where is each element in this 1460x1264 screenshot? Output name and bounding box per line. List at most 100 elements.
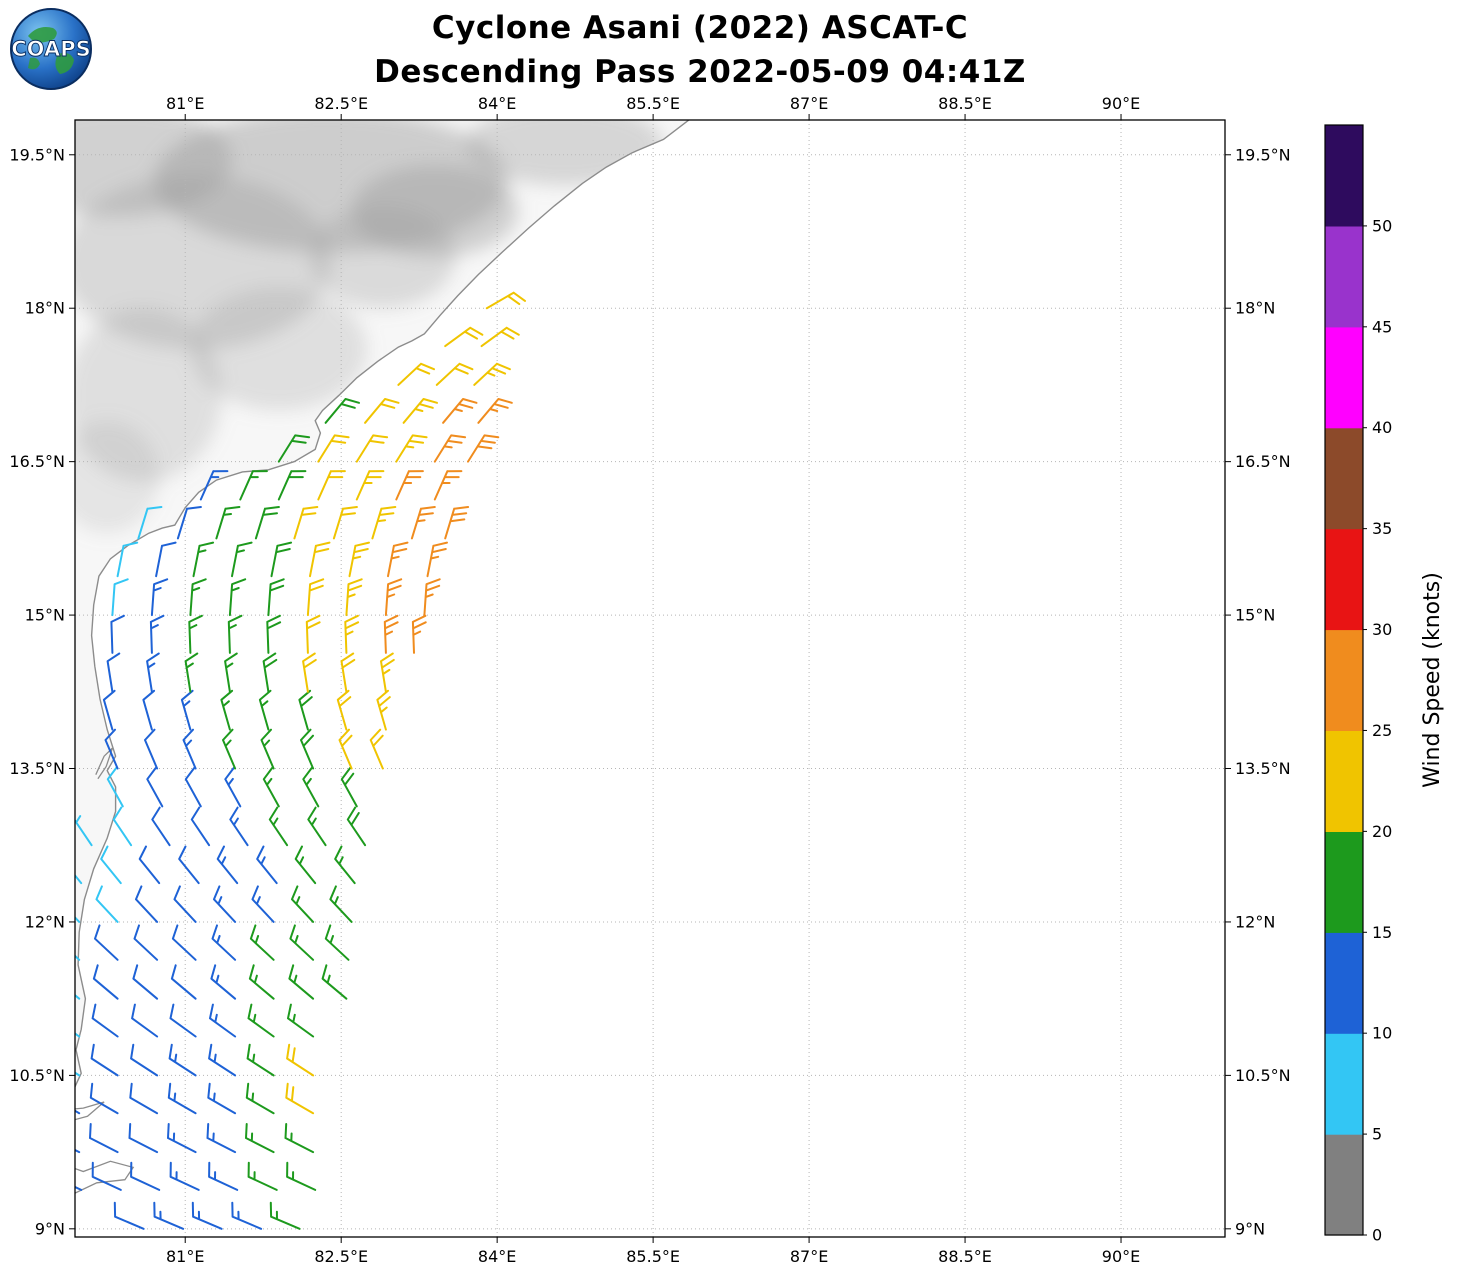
axes: 81°E 81°E 82.5°E 82.5°E 84°E 84°E 85.5°E 85.5°E… <box>9 94 1290 1264</box>
x-tick-label-bottom: 85.5°E <box>626 1247 680 1264</box>
wind-barb <box>369 728 384 770</box>
wind-barb <box>286 1043 315 1077</box>
y-tick-label-right: 13.5°N <box>1235 759 1291 778</box>
wind-barb <box>426 541 448 578</box>
wind-barb <box>180 689 194 731</box>
wind-barb <box>254 506 280 540</box>
x-tick-label-bottom: 82.5°E <box>314 1247 368 1264</box>
wind-barb <box>433 434 467 463</box>
wind-barb <box>192 541 215 578</box>
wind-barb <box>206 1123 237 1154</box>
x-tick-label-top: 87°E <box>790 94 828 113</box>
wind-barb <box>329 885 353 923</box>
y-tick-label-right: 18°N <box>1235 299 1275 318</box>
wind-barb <box>104 728 119 770</box>
wind-barb <box>75 1185 83 1191</box>
wind-barb <box>302 767 320 808</box>
wind-barb <box>309 541 331 578</box>
x-tick-label-top: 90°E <box>1102 94 1140 113</box>
wind-barb <box>229 806 249 847</box>
wind-barb <box>75 915 81 923</box>
coastline <box>75 120 690 1089</box>
wind-barb <box>340 652 356 693</box>
wind-barb <box>211 924 237 961</box>
wind-barb <box>317 434 350 463</box>
wind-barb <box>130 1043 159 1077</box>
wind-barb <box>380 652 395 693</box>
y-tick-label-left: 13.5°N <box>9 759 65 778</box>
chart-title: Cyclone Asani (2022) ASCAT-C <box>431 10 969 46</box>
wind-barb <box>258 689 272 731</box>
wind-barb <box>395 434 428 463</box>
wind-barb <box>224 652 238 693</box>
wind-barb <box>247 1161 278 1191</box>
wind-barb <box>284 1123 315 1154</box>
wind-barb <box>285 1082 315 1115</box>
x-tick-label-top: 85.5°E <box>626 94 680 113</box>
wind-barb <box>168 1043 197 1077</box>
wind-barbs <box>75 291 526 1230</box>
wind-barb <box>286 1161 317 1191</box>
wind-barb <box>128 1123 159 1154</box>
y-tick-label-left: 12°N <box>25 912 65 931</box>
wind-barb <box>142 689 156 731</box>
wind-barb <box>306 578 325 617</box>
wind-barb <box>262 767 280 808</box>
colorbar-tick-label: 35 <box>1372 519 1392 538</box>
wind-barb <box>355 470 385 501</box>
wind-barb <box>364 398 400 424</box>
wind-barb <box>208 1161 239 1191</box>
wind-barb <box>133 924 159 961</box>
wind-barb <box>345 578 363 617</box>
globe-continent-shape <box>28 27 57 43</box>
wind-barb <box>293 506 319 540</box>
wind-barb <box>95 885 119 923</box>
wind-barb <box>169 1161 200 1191</box>
colorbar-segment <box>1325 932 1363 1034</box>
wind-barb <box>208 1043 237 1077</box>
wind-barb <box>340 767 358 808</box>
colorbar-tick-label: 10 <box>1372 1024 1392 1043</box>
wind-barb <box>182 728 197 770</box>
wind-barb <box>277 434 311 463</box>
wind-barb <box>231 541 253 578</box>
x-tick-label-bottom: 88.5°E <box>938 1247 992 1264</box>
wind-barb <box>480 326 520 348</box>
wind-barb <box>220 689 234 731</box>
wind-barb <box>355 434 389 463</box>
colorbar-tick-label: 40 <box>1372 418 1392 437</box>
wind-barb <box>184 767 202 808</box>
chart-subtitle: Descending Pass 2022-05-09 04:41Z <box>374 54 1026 91</box>
wind-barb <box>153 1201 185 1230</box>
colorbar-segment <box>1325 1033 1363 1135</box>
colorbar-tick-label: 30 <box>1372 620 1392 639</box>
wind-barb <box>184 652 199 693</box>
wind-barb <box>433 470 463 501</box>
wind-barb <box>209 1003 237 1038</box>
wind-barb <box>248 964 275 1000</box>
wind-barb <box>106 767 124 808</box>
x-tick-label-top: 88.5°E <box>938 94 992 113</box>
wind-barb <box>402 398 438 424</box>
wind-barb <box>442 398 478 424</box>
colorbar: 0 5 10 15 20 25 30 35 40 45 50 Wind Speed (knots) <box>1324 124 1445 1245</box>
colorbar-tick-label: 50 <box>1372 216 1392 235</box>
wind-barb <box>387 541 409 578</box>
wind-barb <box>270 541 293 578</box>
terrain-shading <box>75 120 664 534</box>
wind-barb <box>231 1201 263 1230</box>
wind-barb <box>383 614 399 654</box>
wind-barb <box>338 728 353 770</box>
y-tick-label-left: 19.5°N <box>9 145 65 164</box>
wind-barb <box>245 1082 275 1115</box>
wind-barb <box>239 470 268 501</box>
y-tick-label-left: 9°N <box>35 1219 65 1238</box>
wind-barb <box>171 924 197 961</box>
wind-barb <box>277 470 307 501</box>
coaps-logo-text: COAPS <box>11 37 90 61</box>
wind-barb <box>395 470 424 501</box>
colorbar-tick-label: 25 <box>1372 721 1392 740</box>
wind-barb <box>344 614 360 654</box>
wind-barb <box>267 578 285 617</box>
wind-barb <box>291 885 315 923</box>
